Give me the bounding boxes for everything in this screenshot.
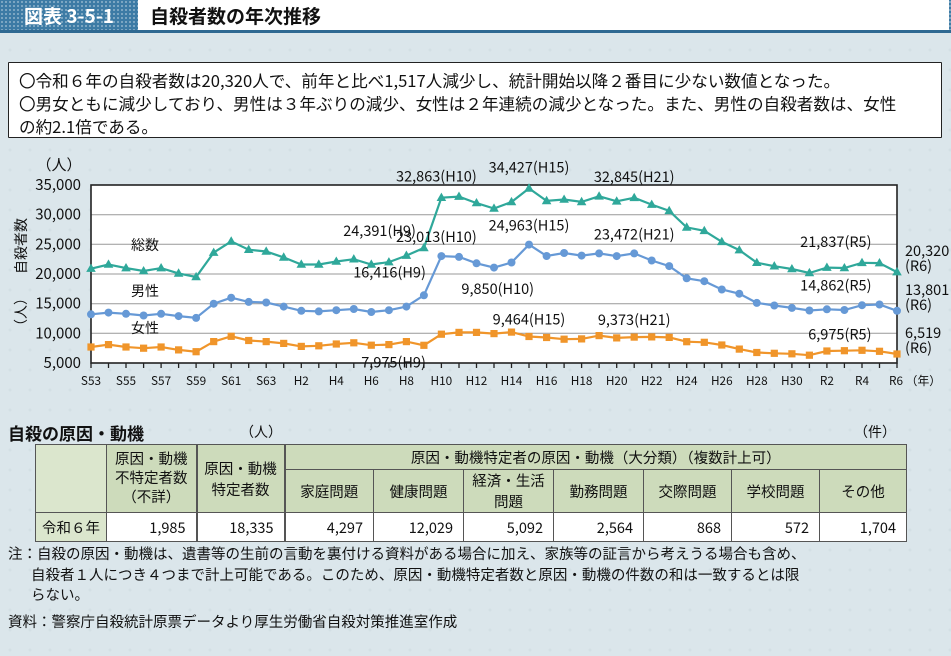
svg-text:16,416(H9): 16,416(H9) (353, 261, 426, 282)
svg-text:R2: R2 (820, 372, 834, 389)
svg-text:H20: H20 (606, 372, 628, 389)
svg-text:総数: 総数 (131, 235, 159, 255)
svg-text:H24: H24 (676, 372, 698, 389)
svg-text:H26: H26 (711, 372, 733, 389)
svg-text:R6 （年）: R6 （年） (889, 372, 941, 389)
svg-text:(R6): (R6) (905, 255, 932, 276)
svg-text:24,963(H15): 24,963(H15) (489, 215, 570, 236)
svg-text:S57: S57 (151, 372, 171, 389)
svg-text:H4: H4 (329, 372, 345, 389)
svg-text:男性: 男性 (131, 281, 159, 301)
svg-text:(R6): (R6) (905, 337, 932, 358)
svg-text:6,975(R5): 6,975(R5) (808, 323, 871, 344)
svg-text:23,013(H10): 23,013(H10) (396, 226, 477, 247)
svg-text:5,000: 5,000 (44, 352, 81, 373)
svg-text:女性: 女性 (131, 318, 159, 338)
svg-text:H22: H22 (641, 372, 663, 389)
svg-text:32,845(H21): 32,845(H21) (594, 166, 675, 187)
svg-text:9,464(H15): 9,464(H15) (493, 309, 566, 330)
svg-text:H14: H14 (501, 372, 523, 389)
svg-text:H2: H2 (294, 372, 309, 389)
svg-text:H28: H28 (746, 372, 768, 389)
svg-text:H10: H10 (431, 372, 453, 389)
svg-text:15,000: 15,000 (35, 293, 81, 314)
svg-text:14,862(R5): 14,862(R5) (800, 275, 871, 296)
svg-text:H18: H18 (571, 372, 593, 389)
svg-text:H16: H16 (536, 372, 558, 389)
svg-text:20,000: 20,000 (35, 263, 81, 284)
svg-text:S59: S59 (186, 372, 206, 389)
svg-text:25,000: 25,000 (35, 233, 81, 254)
svg-text:H12: H12 (466, 372, 488, 389)
svg-text:H30: H30 (781, 372, 803, 389)
svg-text:9,850(H10): 9,850(H10) (461, 278, 534, 299)
svg-text:R4: R4 (855, 372, 869, 389)
svg-text:H6: H6 (364, 372, 379, 389)
svg-text:S55: S55 (116, 372, 136, 389)
svg-text:35,000: 35,000 (35, 174, 81, 195)
svg-text:32,863(H10): 32,863(H10) (396, 166, 477, 187)
svg-text:(R6): (R6) (905, 294, 932, 315)
svg-text:H8: H8 (399, 372, 414, 389)
svg-text:9,373(H21): 9,373(H21) (598, 309, 671, 330)
svg-text:（人）: （人） (36, 154, 81, 175)
svg-text:21,837(R5): 21,837(R5) (800, 231, 871, 252)
svg-text:自殺者数: 自殺者数 (11, 218, 31, 274)
svg-text:10,000: 10,000 (35, 322, 81, 343)
svg-text:S53: S53 (81, 372, 101, 389)
svg-text:23,472(H21): 23,472(H21) (594, 223, 675, 244)
svg-text:7,975(H9): 7,975(H9) (361, 351, 426, 372)
svg-text:（人）: （人） (11, 291, 31, 333)
svg-text:34,427(H15): 34,427(H15) (489, 156, 570, 177)
svg-text:S61: S61 (221, 372, 241, 389)
svg-text:S63: S63 (256, 372, 276, 389)
svg-text:30,000: 30,000 (35, 204, 81, 225)
